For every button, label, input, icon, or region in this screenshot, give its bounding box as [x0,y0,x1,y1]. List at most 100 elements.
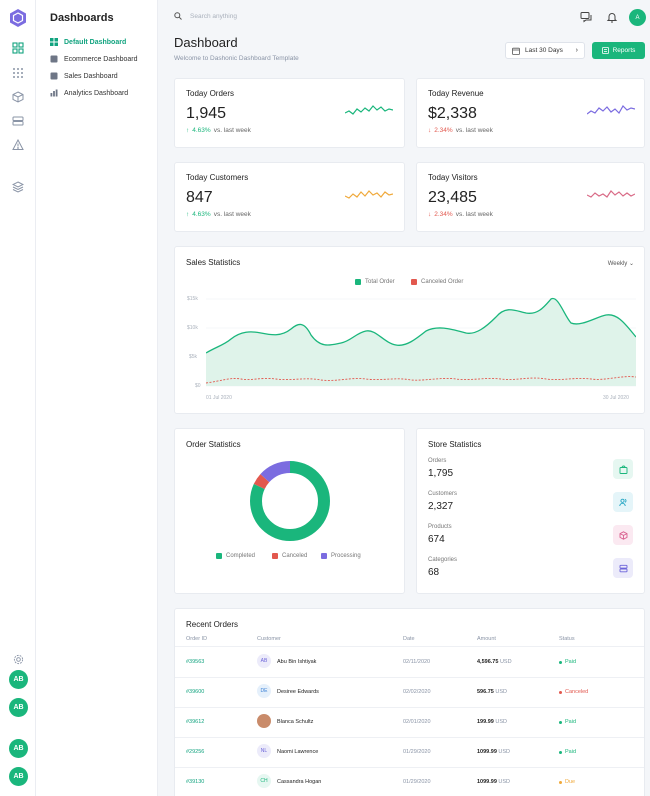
layers-icon[interactable] [10,113,26,129]
stat-title: Today Visitors [428,173,478,182]
order-amount: 4,596.75 USD [477,659,512,665]
avatar: DE [257,684,271,698]
sparkline [587,190,635,198]
stat-title: Today Customers [186,173,249,182]
chat-icon[interactable] [580,11,592,23]
sidebar-item-label: Analytics Dashboard [64,89,129,97]
categories-icon [613,558,633,578]
avatar[interactable]: AB [9,739,28,758]
store-stat-categories: Categories 68 [428,557,458,578]
settings-icon[interactable] [10,651,26,667]
cart-icon [50,55,58,63]
order-amount: 199.99 USD [477,719,507,725]
stat-change: ↑ 4.63% vs. last week [186,211,251,218]
stat-card-orders: Today Orders 1,945 ↑ 4.63% vs. last week [174,78,405,148]
stat-change-suffix: vs. last week [455,211,493,218]
stat-change-suffix: vs. last week [455,127,493,134]
search-bar[interactable]: Search anything [174,12,237,20]
apps-icon[interactable] [10,65,26,81]
users-icon [613,492,633,512]
reports-button[interactable]: Reports [592,42,645,59]
page-subtitle: Welcome to Dashonic Dashboard Template [174,55,299,62]
avatar[interactable]: AB [9,698,28,717]
logo-icon [10,9,26,27]
order-id-link[interactable]: #39563 [186,659,205,665]
sidebar-item-label: Ecommerce Dashboard [64,55,138,63]
table-row[interactable]: #39563 AB Abu Bin Ishtiyak 02/11/2020 4,596.… [175,647,645,677]
sidebar-item-analytics-dashboard[interactable]: Analytics Dashboard [50,89,128,97]
section-title: Order Statistics [186,440,241,449]
alert-icon[interactable] [10,137,26,153]
sidebar-item-sales-dashboard[interactable]: Sales Dashboard [50,72,118,80]
sparkline [587,105,635,115]
sparkline [345,105,393,115]
sidebar-title: Dashboards [50,12,114,24]
customer-name: Abu Bin Ishtiyak [277,659,317,665]
customer-name: Desiree Edwards [277,689,319,695]
column-header[interactable]: Order ID [186,636,208,642]
period-label: Weekly [607,261,628,267]
table-row[interactable]: #29256 NL Naomi Lawrence 01/29/2020 1099.99 … [175,737,645,767]
section-title: Recent Orders [186,620,239,629]
table-row[interactable]: #39130 CH Cassandra Hogan 01/29/2020 1099.99… [175,767,645,796]
order-id-link[interactable]: #39612 [186,719,205,725]
order-date: 02/02/2020 [403,689,431,695]
order-statistics-card: Order Statistics Completed Canceled Proc… [174,428,405,594]
legend-item: Canceled Order [411,279,463,285]
legend-item: Completed [216,553,255,559]
column-header[interactable]: Customer [257,636,281,642]
sidebar-item-default-dashboard[interactable]: Default Dashboard [50,38,126,46]
page-title: Dashboard [174,35,238,50]
order-id-link[interactable]: #39600 [186,689,205,695]
sparkline [345,190,393,199]
order-date: 02/11/2020 [403,659,431,665]
order-date: 02/01/2020 [403,719,431,725]
customer-name: Naomi Lawrence [277,749,319,755]
legend-label: Canceled [282,553,308,559]
package-icon[interactable] [10,89,26,105]
stack-icon[interactable] [10,179,26,195]
stat-title: Today Revenue [428,89,484,98]
column-header[interactable]: Date [403,636,415,642]
arrow-up-icon: ↑ [186,127,190,134]
grid-icon [50,38,58,46]
date-range-button[interactable]: Last 30 Days › [505,42,585,59]
x-tick: 01 Jul 2020 [206,395,232,401]
y-tick: $0 [195,383,201,389]
sidebar-item-label: Sales Dashboard [64,72,118,80]
stat-change-value: 4.63% [192,127,211,134]
stat-change-value: 2.34% [434,211,453,218]
order-amount: 1099.99 USD [477,779,511,785]
store-stat-products: Products 674 [428,524,452,545]
y-tick: $15k [187,296,198,302]
status-badge: Due [559,779,575,785]
table-row[interactable]: #39612 Blanca Schultz 02/01/2020 199.99 USD… [175,707,645,737]
period-dropdown[interactable]: Weekly ⌄ [608,260,634,267]
user-avatar[interactable]: A [629,9,646,26]
order-id-link[interactable]: #29256 [186,749,205,755]
dashboard-grid-icon[interactable] [10,40,26,56]
stat-card-revenue: Today Revenue $2,338 ↓ 2.34% vs. last week [416,78,645,148]
search-input[interactable]: Search anything [190,12,237,20]
avatar [257,714,271,728]
order-id-link[interactable]: #39130 [186,779,205,785]
bell-icon[interactable] [606,11,618,23]
y-tick: $5k [189,354,198,360]
stat-value: $2,338 [428,105,477,122]
avatar[interactable]: AB [9,767,28,786]
status-badge: Paid [559,749,576,755]
stat-title: Today Orders [186,89,235,98]
arrow-up-icon: ↑ [186,211,190,218]
column-header[interactable]: Amount [477,636,496,642]
avatar[interactable]: AB [9,670,28,689]
table-row[interactable]: #39600 DE Desiree Edwards 02/02/2020 596.75 … [175,677,645,707]
avatar: CH [257,774,271,788]
stat-value: 23,485 [428,189,477,206]
section-title: Store Statistics [428,440,482,449]
icon-rail: AB AB AB AB [0,0,36,796]
shopping-bag-icon [613,459,633,479]
legend-item: Canceled [272,553,307,559]
column-header[interactable]: Status [559,636,575,642]
sidebar-item-ecommerce-dashboard[interactable]: Ecommerce Dashboard [50,55,138,63]
customer-name: Cassandra Hogan [277,779,322,785]
